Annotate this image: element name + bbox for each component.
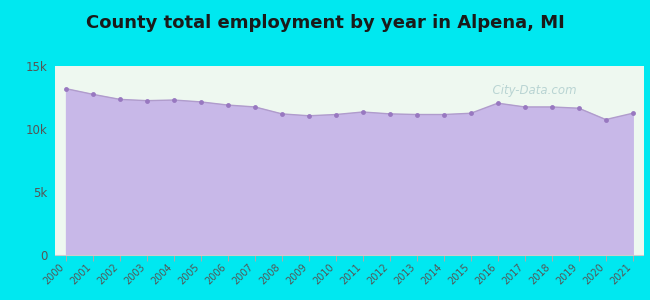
Text: County total employment by year in Alpena, MI: County total employment by year in Alpen… <box>86 14 564 32</box>
Text: City-Data.com: City-Data.com <box>485 84 577 97</box>
